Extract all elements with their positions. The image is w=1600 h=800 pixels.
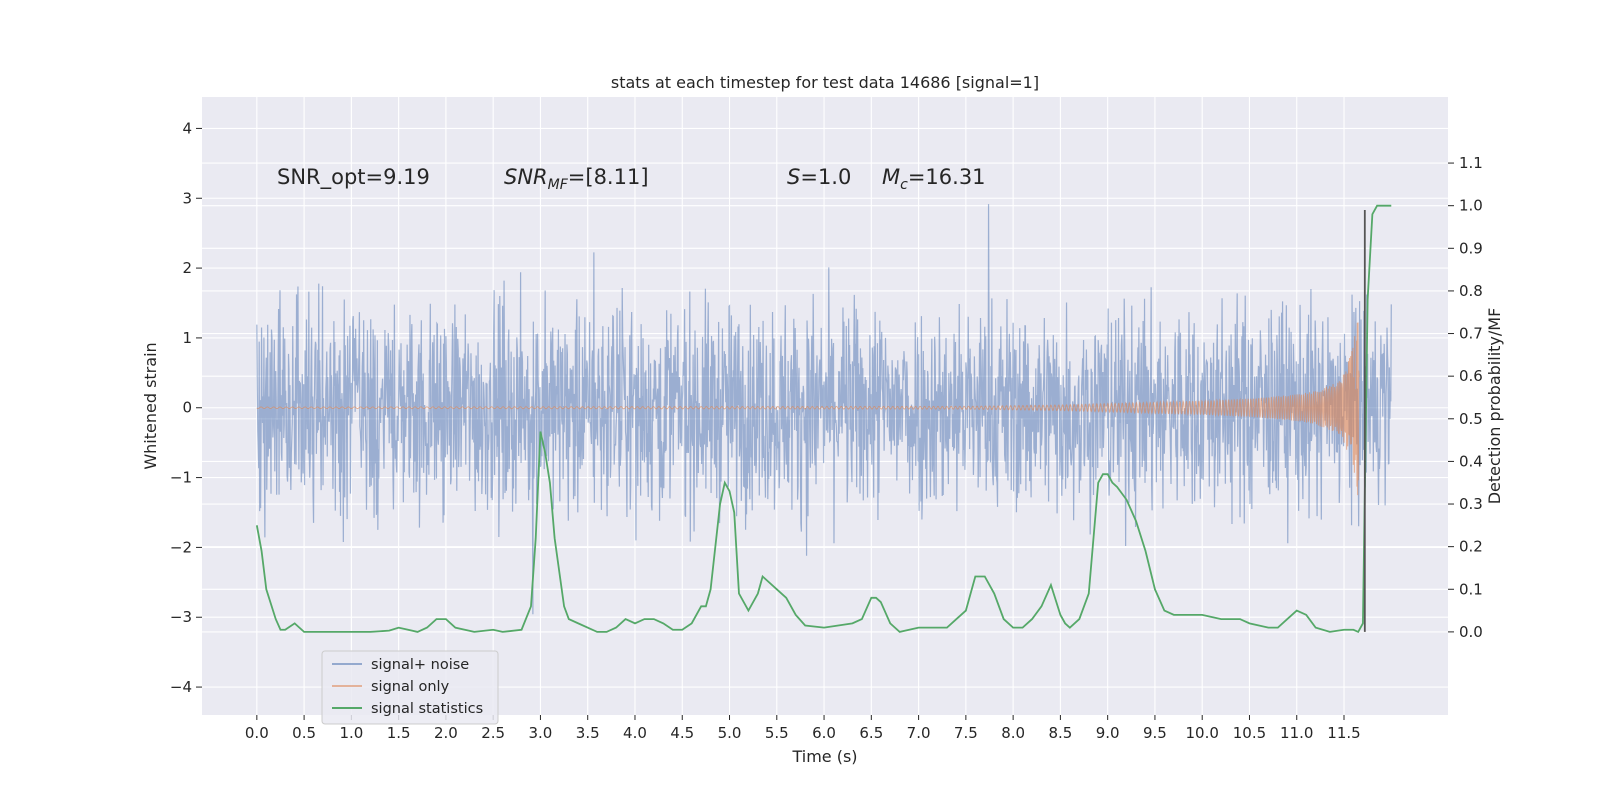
legend-label-signal-only: signal only [371, 679, 450, 695]
annotations: SNR_opt=9.19 SNRMF=[8.11] S=1.0 Mc=16.31 [277, 165, 986, 193]
legend-box [321, 650, 499, 725]
x-tick-label: 9.5 [1143, 724, 1167, 742]
legend-label-signal-plus-noise: signal+ noise [371, 657, 469, 673]
x-tick-label: 6.5 [859, 724, 883, 742]
y2-tick-label: 0.4 [1459, 452, 1483, 470]
y2-tick-label: 0.6 [1459, 367, 1483, 385]
y-tick-label: 1 [182, 329, 192, 347]
annotation-snr-opt: SNR_opt=9.19 [277, 165, 430, 190]
y2-tick-label: 0.1 [1459, 580, 1483, 598]
x-tick-label: 8.0 [1001, 724, 1025, 742]
x-tick-label: 6.0 [812, 724, 836, 742]
x-tick-label: 1.0 [339, 724, 363, 742]
y-tick-label: 2 [182, 259, 192, 277]
x-tick-label: 3.5 [576, 724, 600, 742]
y-tick-label: −1 [170, 469, 192, 487]
chart-title: stats at each timestep for test data 146… [611, 73, 1039, 92]
y-axis-title: Whitened strain [141, 342, 160, 469]
y2-tick-label: 1.0 [1459, 197, 1483, 215]
x-tick-label: 2.5 [481, 724, 505, 742]
y-tick-label: 4 [182, 119, 192, 137]
y-tick-label: −3 [170, 608, 192, 626]
x-tick-label: 4.0 [623, 724, 647, 742]
y-axis-ticks: 4 3 2 1 0 −1 −2 −3 −4 [170, 119, 202, 696]
noise-trace [256, 204, 1392, 615]
x-tick-label: 0.0 [245, 724, 269, 742]
y2-tick-label: 0.9 [1459, 239, 1483, 257]
chirp-trace [256, 322, 1360, 496]
x-tick-label: 7.5 [954, 724, 978, 742]
y2-tick-label: 0.5 [1459, 410, 1483, 428]
legend: signal+ noise signal only signal statist… [321, 650, 499, 725]
series-signal-plus-noise [256, 204, 1392, 615]
y-tick-label: 0 [182, 399, 192, 417]
x-tick-label: 7.0 [907, 724, 931, 742]
x-tick-label: 11.0 [1280, 724, 1313, 742]
y-tick-label: 3 [182, 189, 192, 207]
x-tick-label: 4.5 [670, 724, 694, 742]
legend-label-signal-statistics: signal statistics [371, 701, 483, 717]
x-tick-label: 8.5 [1048, 724, 1072, 742]
y2-tick-label: 0.7 [1459, 325, 1483, 343]
x-tick-label: 3.0 [529, 724, 553, 742]
y2-tick-label: 0.2 [1459, 538, 1483, 556]
y2-tick-label: 1.1 [1459, 154, 1483, 172]
x-axis-title: Time (s) [791, 747, 857, 766]
y2-axis-ticks: 1.1 1.0 0.9 0.8 0.7 0.6 0.5 0.4 0.3 0.2 0.1 0.0 [1448, 154, 1483, 641]
x-tick-label: 9.0 [1096, 724, 1120, 742]
y2-axis-title: Detection probability/MF [1485, 308, 1504, 505]
x-tick-label: 10.0 [1186, 724, 1219, 742]
x-tick-label: 0.5 [292, 724, 316, 742]
x-tick-label: 1.5 [387, 724, 411, 742]
x-tick-label: 5.5 [765, 724, 789, 742]
series-signal-only [256, 322, 1360, 496]
x-tick-label: 10.5 [1233, 724, 1266, 742]
annotation-mc: Mc=16.31 [882, 165, 986, 193]
x-tick-label: 5.0 [718, 724, 742, 742]
y-tick-label: −2 [170, 538, 192, 556]
x-tick-label: 2.0 [434, 724, 458, 742]
statistics-line [255, 204, 1392, 634]
annotation-s: S=1.0 [787, 165, 851, 189]
y2-tick-label: 0.0 [1459, 623, 1483, 641]
x-tick-label: 11.5 [1327, 724, 1360, 742]
y-tick-label: −4 [170, 678, 192, 696]
x-axis-ticks: 0.0 0.5 1.0 1.5 2.0 2.5 3.0 3.5 4.0 4.5 5.0 5.5 6.0 6… [245, 715, 1361, 742]
y2-tick-label: 0.3 [1459, 495, 1483, 513]
annotation-snr-mf: SNRMF=[8.11] [504, 165, 649, 193]
y2-tick-label: 0.8 [1459, 282, 1483, 300]
series-signal-statistics [255, 204, 1392, 634]
